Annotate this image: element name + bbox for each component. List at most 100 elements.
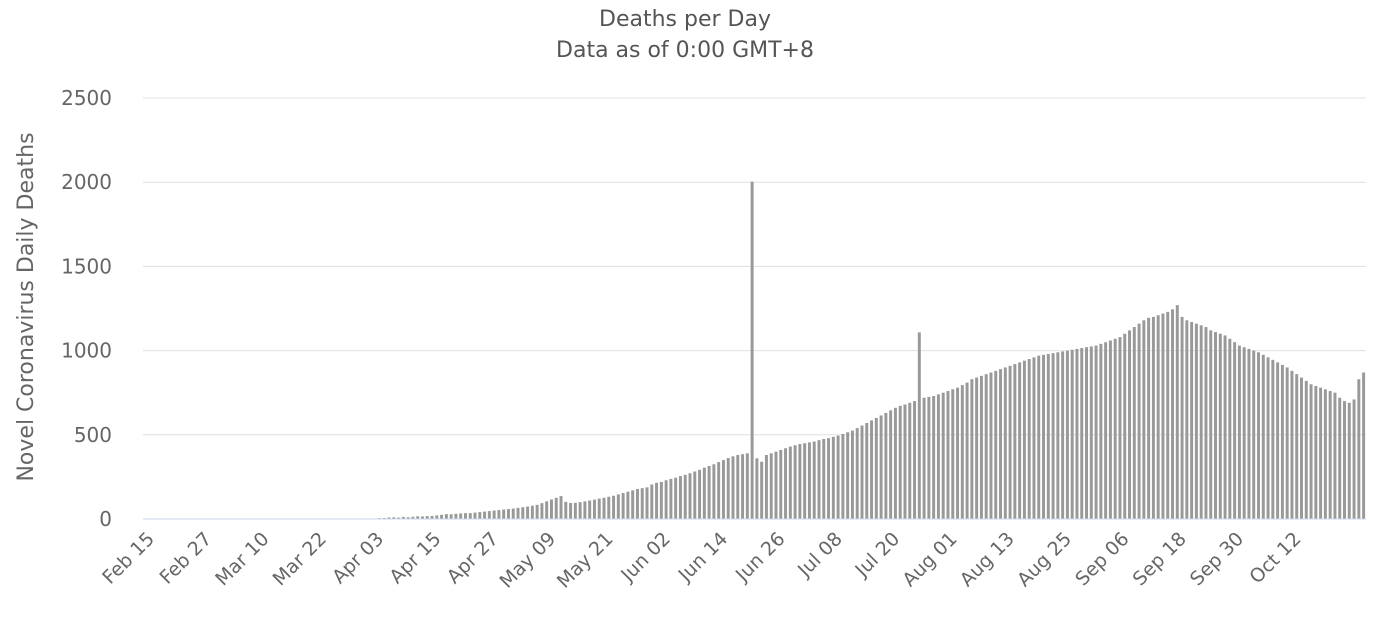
bar [1252,350,1256,519]
bar [831,436,835,519]
bar [1094,345,1098,519]
bar [397,517,401,519]
bar [903,404,907,519]
bar [769,453,773,519]
x-tick-label: Jul 20 [850,528,904,582]
x-tick-label: Mar 10 [211,528,273,590]
bar [631,490,635,519]
bar [917,332,921,519]
bar [688,473,692,519]
bar [530,505,534,519]
bar [946,391,950,519]
bar [1328,391,1332,519]
bar [516,507,520,519]
y-tick-label: 500 [74,423,112,447]
y-tick-label: 0 [99,507,112,531]
bar [793,445,797,519]
bar [1161,313,1165,519]
bar [497,510,501,519]
bar [1295,374,1299,519]
x-tick-label: Jun 26 [731,528,790,587]
bar [478,512,482,519]
bar [607,496,611,519]
bar [1175,305,1179,519]
bar [846,432,850,519]
bar [1070,349,1074,519]
x-tick-label: Oct 12 [1245,528,1305,588]
bar [1237,345,1241,519]
bar [908,402,912,519]
bar [554,497,558,519]
bar [927,396,931,519]
bar [674,477,678,519]
bar [817,440,821,519]
bar [1304,380,1308,519]
bar [444,514,448,519]
bar [994,370,998,519]
bar [1171,309,1174,519]
bar [984,374,988,519]
bar [569,503,573,519]
bar [812,441,816,519]
bar [526,506,530,519]
x-tick-label: Sep 30 [1186,528,1248,590]
bar [564,501,568,519]
bar [583,501,587,519]
bar [1261,354,1265,519]
bar [468,513,472,519]
bar [487,511,491,519]
bar [635,489,639,519]
bar [726,458,730,519]
bar [960,385,964,519]
bar [678,476,682,519]
bar [784,448,788,519]
bar [975,377,979,519]
bar [836,435,840,519]
bar [1314,385,1318,519]
chart-title: Deaths per Day [599,7,771,32]
bar [1118,337,1122,519]
y-axis-label: Novel Coronavirus Daily Deaths [14,132,39,481]
bar [841,433,845,519]
bar [745,453,749,519]
bar [865,423,869,519]
bar [1147,317,1151,519]
bar [420,516,424,519]
bar [1137,323,1141,519]
bar [893,407,897,519]
bar [406,517,410,519]
bar [459,513,463,519]
bar [693,471,697,519]
bar [822,439,826,519]
bar [559,496,563,519]
bar [1223,335,1227,519]
y-tick-label: 1500 [61,254,112,278]
bar [860,425,864,519]
bar [1022,360,1026,519]
bar [1027,359,1031,519]
x-tick-label: May 21 [553,528,618,593]
x-tick-label: Sep 06 [1071,528,1133,590]
bar [440,514,444,519]
bar [645,487,649,519]
x-tick-label: Feb 27 [156,528,217,589]
bar [483,511,487,519]
bar [549,499,553,519]
bar [597,498,601,519]
bar [511,508,515,519]
bar [1300,377,1303,519]
bar [1099,343,1103,519]
bar [922,397,926,519]
bar [545,501,549,519]
bar [1032,357,1036,519]
bar [521,507,525,519]
bar [1018,362,1022,519]
x-tick-label: Jun 14 [674,528,733,587]
chart-subtitle: Data as of 0:00 GMT+8 [556,38,814,63]
bar [989,372,993,519]
bar [707,465,711,519]
bar [1204,327,1208,519]
bar [1013,364,1017,519]
y-tick-label: 2500 [61,86,112,110]
